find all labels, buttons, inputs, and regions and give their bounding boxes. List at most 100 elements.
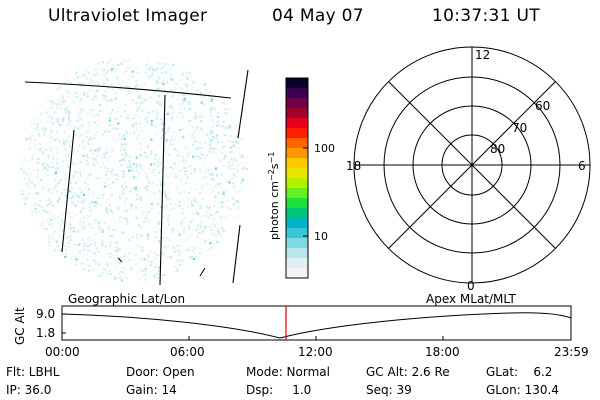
speckle: [110, 194, 113, 197]
speckle: [106, 151, 109, 154]
speckle: [38, 204, 41, 207]
speckle: [164, 71, 167, 74]
speckle: [60, 106, 63, 109]
speckle: [135, 122, 138, 125]
speckle: [123, 137, 126, 140]
speckle: [211, 178, 214, 180]
speckle: [114, 221, 117, 224]
speckle: [236, 200, 239, 203]
speckle: [92, 137, 95, 140]
speckle: [46, 211, 49, 214]
speckle: [105, 129, 108, 132]
speckle: [191, 250, 194, 253]
speckle: [45, 162, 48, 165]
speckle: [167, 176, 170, 179]
speckle: [111, 109, 114, 112]
speckle: [123, 276, 126, 279]
speckle: [190, 200, 193, 203]
speckle: [120, 143, 123, 146]
speckle: [169, 118, 172, 121]
speckle: [138, 134, 140, 137]
speckle: [81, 262, 84, 265]
speckle: [92, 164, 95, 167]
speckle: [81, 226, 83, 228]
speckle: [72, 175, 75, 177]
speckle: [221, 102, 224, 105]
speckle: [221, 146, 224, 149]
speckle: [95, 204, 98, 207]
speckle: [44, 209, 47, 212]
speckle: [167, 181, 170, 184]
speckle: [105, 96, 108, 99]
speckle: [32, 205, 35, 208]
speckle: [142, 270, 145, 273]
speckle: [224, 195, 227, 198]
speckle: [123, 255, 126, 258]
speckle: [163, 204, 166, 207]
speckle: [150, 152, 153, 155]
speckle: [91, 142, 94, 145]
speckle: [200, 225, 203, 228]
speckle: [139, 96, 142, 99]
speckle: [191, 204, 194, 207]
speckle: [68, 119, 70, 121]
speckle: [83, 244, 86, 247]
info-filter: Flt: LBHL: [6, 365, 60, 379]
speckle: [68, 245, 71, 248]
timeline-x-18: 18:00: [425, 345, 460, 359]
speckle: [132, 234, 135, 237]
speckle: [69, 139, 72, 142]
speckle: [187, 228, 190, 231]
speckle: [56, 107, 59, 110]
speckle: [101, 272, 104, 275]
speckle: [208, 138, 211, 140]
speckle: [166, 112, 169, 115]
speckle: [156, 112, 159, 115]
speckle: [114, 140, 117, 143]
speckle: [181, 100, 184, 103]
speckle: [77, 124, 80, 127]
colorbar-label-100: 100: [314, 142, 335, 155]
speckle: [145, 94, 148, 97]
speckle: [118, 247, 121, 250]
speckle: [68, 113, 70, 116]
speckle: [44, 130, 47, 133]
speckle: [178, 200, 181, 203]
speckle: [227, 126, 230, 129]
speckle: [144, 116, 147, 119]
speckle: [50, 106, 53, 109]
speckle: [182, 127, 185, 130]
speckle: [117, 262, 120, 265]
speckle: [171, 64, 174, 67]
speckle: [72, 162, 75, 165]
speckle: [70, 161, 73, 164]
speckle: [126, 220, 129, 223]
speckle: [171, 227, 174, 230]
speckle: [39, 135, 41, 138]
speckle: [127, 78, 130, 81]
speckle: [239, 153, 242, 156]
speckle: [55, 240, 58, 243]
speckle: [78, 112, 81, 115]
speckle: [33, 138, 36, 141]
speckle: [47, 217, 50, 220]
speckle: [200, 127, 203, 130]
speckle: [105, 174, 107, 176]
speckle: [220, 125, 223, 128]
speckle: [93, 268, 96, 271]
speckle: [146, 67, 149, 70]
speckle: [132, 126, 135, 129]
speckle: [34, 210, 37, 213]
speckle: [83, 193, 85, 196]
speckle: [193, 80, 196, 83]
speckle: [72, 176, 75, 179]
speckle: [160, 72, 163, 75]
speckle: [210, 96, 213, 99]
speckle: [111, 88, 114, 91]
speckle: [109, 244, 112, 247]
speckle: [56, 120, 59, 122]
speckle: [166, 80, 169, 83]
speckle: [197, 224, 200, 227]
speckle: [66, 209, 69, 212]
speckle: [163, 192, 166, 195]
